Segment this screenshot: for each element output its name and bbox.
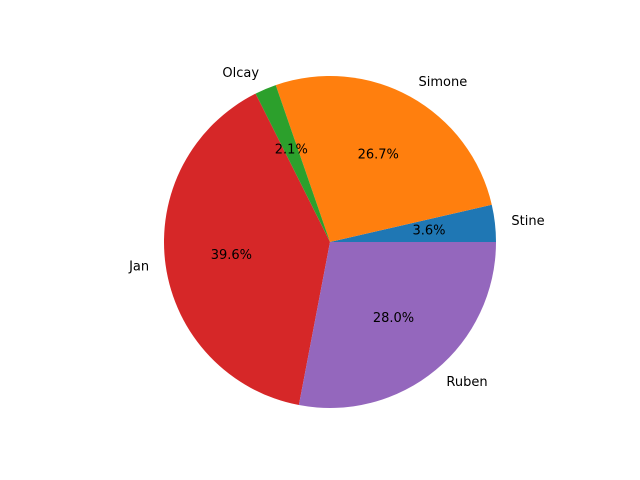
- pct-label-ruben: 28.0%: [373, 311, 414, 326]
- pie-labels: Stine 3.6% Simone 26.7% Olcay 2.1% Jan 39.6% Rub…: [128, 66, 545, 390]
- slice-label-stine: Stine: [511, 214, 544, 229]
- slice-label-olcay: Olcay: [222, 66, 259, 81]
- pct-label-olcay: 2.1%: [275, 143, 308, 158]
- slice-label-ruben: Ruben: [446, 375, 487, 390]
- pie-slice-stine: [330, 204, 496, 242]
- pie-slice-jan: [163, 93, 330, 406]
- slice-label-simone: Simone: [418, 75, 467, 90]
- pct-label-stine: 3.6%: [412, 223, 445, 238]
- pie-slices: [163, 76, 496, 409]
- pie-slice-ruben: [298, 242, 496, 409]
- pie-slice-olcay: [255, 85, 330, 243]
- pct-label-simone: 26.7%: [358, 147, 399, 162]
- slice-label-jan: Jan: [128, 260, 149, 275]
- pie-slice-simone: [275, 76, 492, 242]
- pct-label-jan: 39.6%: [211, 248, 252, 263]
